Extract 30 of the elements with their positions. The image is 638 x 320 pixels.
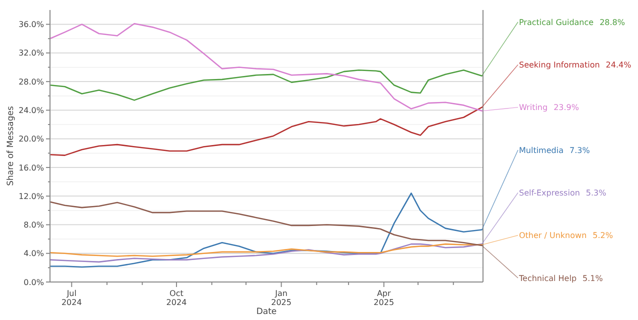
legend-label: Other / Unknown — [519, 231, 587, 240]
y-tick-label: 12.0% — [18, 192, 44, 201]
y-tick-label: 4.0% — [24, 249, 44, 258]
y-tick-label: 0.0% — [24, 278, 44, 287]
y-tick-label: 16.0% — [18, 163, 44, 172]
text: Technical Help — [518, 274, 577, 283]
text: 28.8% — [600, 18, 626, 27]
x-tick-label: Apr 2025 — [374, 289, 394, 307]
legend-label: Writing — [519, 103, 548, 112]
y-tick-label: 36.0% — [18, 20, 44, 30]
text: 23.9% — [554, 103, 580, 112]
text: 5.3% — [586, 188, 607, 198]
y-tick-label: 8.0% — [24, 220, 44, 230]
y-axis-title: Share of Messages — [6, 106, 16, 186]
y-tick-label: 32.0% — [18, 48, 44, 58]
text: Self-Expression — [519, 188, 580, 198]
x-axis-title: Date — [256, 307, 277, 317]
x-tick-label: Jan 2025 — [271, 289, 292, 307]
text: Seeking Information — [519, 60, 600, 70]
text: 7.3% — [569, 146, 590, 155]
y-tick-label: 24.0% — [18, 106, 44, 116]
text: Practical Guidance — [519, 18, 594, 27]
x-tick-label: Oct 2024 — [166, 289, 187, 307]
x-tick-label: Jul 2024 — [61, 289, 82, 307]
y-tick-label: 20.0% — [18, 134, 44, 144]
text: 5.1% — [582, 274, 604, 283]
text: 5.2% — [592, 231, 614, 240]
y-tick-label: 28.0% — [18, 77, 44, 86]
text: Multimedia — [519, 146, 564, 155]
text: 24.4% — [606, 60, 632, 70]
